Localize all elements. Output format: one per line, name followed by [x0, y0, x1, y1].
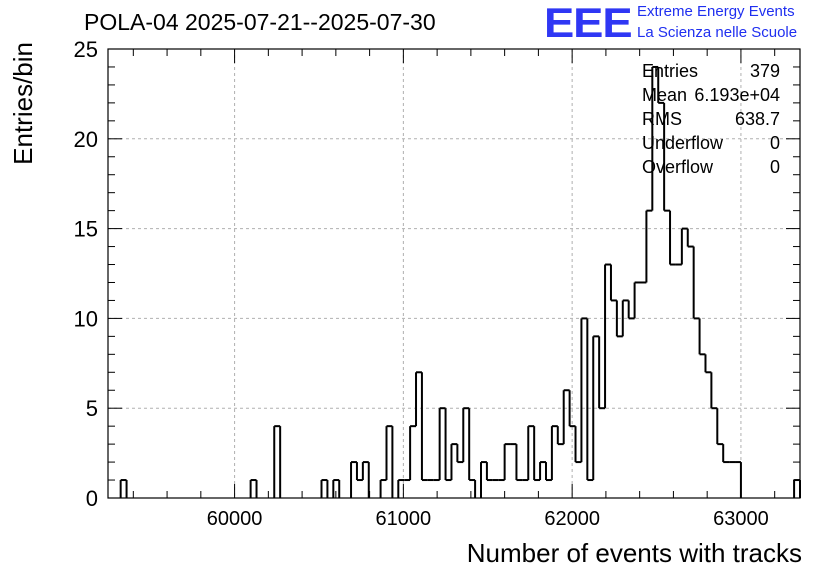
logo-line-2: La Scienza nelle Scuole: [637, 24, 798, 41]
y-tick-label: 5: [86, 396, 98, 421]
histogram-bin: [645, 209, 653, 283]
histogram-bin: [722, 444, 730, 464]
histogram-bin: [515, 444, 523, 482]
y-tick-label: 10: [74, 306, 98, 331]
x-tick-label: 62000: [544, 508, 600, 530]
histogram-bin: [397, 479, 405, 498]
histogram-bin: [704, 354, 712, 374]
stat-label: Overflow: [642, 157, 714, 177]
stat-label: Entries: [642, 61, 699, 81]
stat-row-overflow: Overflow 0: [642, 156, 780, 180]
histogram-bin: [485, 462, 493, 482]
histogram-bin: [468, 408, 476, 482]
stat-value: 0: [769, 157, 780, 177]
stat-value: 6.193e+04: [694, 85, 780, 105]
histogram-bin: [692, 246, 700, 320]
stat-label: RMS: [642, 109, 682, 129]
histogram-bin: [716, 408, 724, 446]
logo-line-1: Extreme Energy Events: [637, 3, 795, 20]
stats-box: Entries 379 Mean 6.193e+04 RMS 638.7 Und…: [642, 60, 780, 180]
histogram-bin: [503, 443, 511, 481]
histogram-bin: [420, 372, 428, 482]
stat-value: 638.7: [734, 109, 780, 129]
x-axis-label: Number of events with tracks: [467, 538, 802, 568]
plot-frame: [107, 48, 801, 499]
stat-label: Mean: [642, 85, 688, 105]
histogram-bin: [409, 425, 417, 481]
y-tick-label: 20: [74, 127, 98, 152]
stat-value: 0: [769, 133, 780, 153]
y-tick-label: 25: [74, 37, 98, 62]
histogram-bin: [710, 372, 718, 410]
axis-tick-labels: 60000 61000 62000 63000 0 5 10 15 20 25: [74, 37, 769, 530]
histogram-bin: [609, 264, 617, 302]
stat-row-mean: Mean 6.193e+04: [642, 84, 780, 108]
stat-row-rms: RMS 638.7: [642, 108, 780, 132]
eee-logo: EEE: [544, 0, 633, 46]
stat-label: Underflow: [642, 133, 724, 153]
chart-title: POLA-04 2025-07-21--2025-07-30: [84, 9, 436, 35]
x-tick-label: 63000: [713, 508, 769, 530]
grid-lines: [108, 49, 800, 498]
histogram-bin: [698, 318, 706, 356]
y-tick-label: 15: [74, 217, 98, 242]
stat-row-entries: Entries 379: [642, 60, 780, 84]
y-tick-label: 0: [86, 486, 98, 511]
stat-row-underflow: Underflow 0: [642, 132, 780, 156]
stat-value: 379: [749, 61, 780, 81]
histogram-bin: [379, 479, 387, 498]
x-tick-label: 60000: [207, 508, 263, 530]
axis-ticks: [108, 48, 800, 499]
histogram-bin: [686, 228, 694, 248]
y-axis-label: Entries/bin: [8, 42, 38, 165]
histogram-bin: [669, 210, 676, 266]
x-tick-label: 61000: [376, 508, 432, 530]
histogram-bin: [633, 281, 641, 319]
